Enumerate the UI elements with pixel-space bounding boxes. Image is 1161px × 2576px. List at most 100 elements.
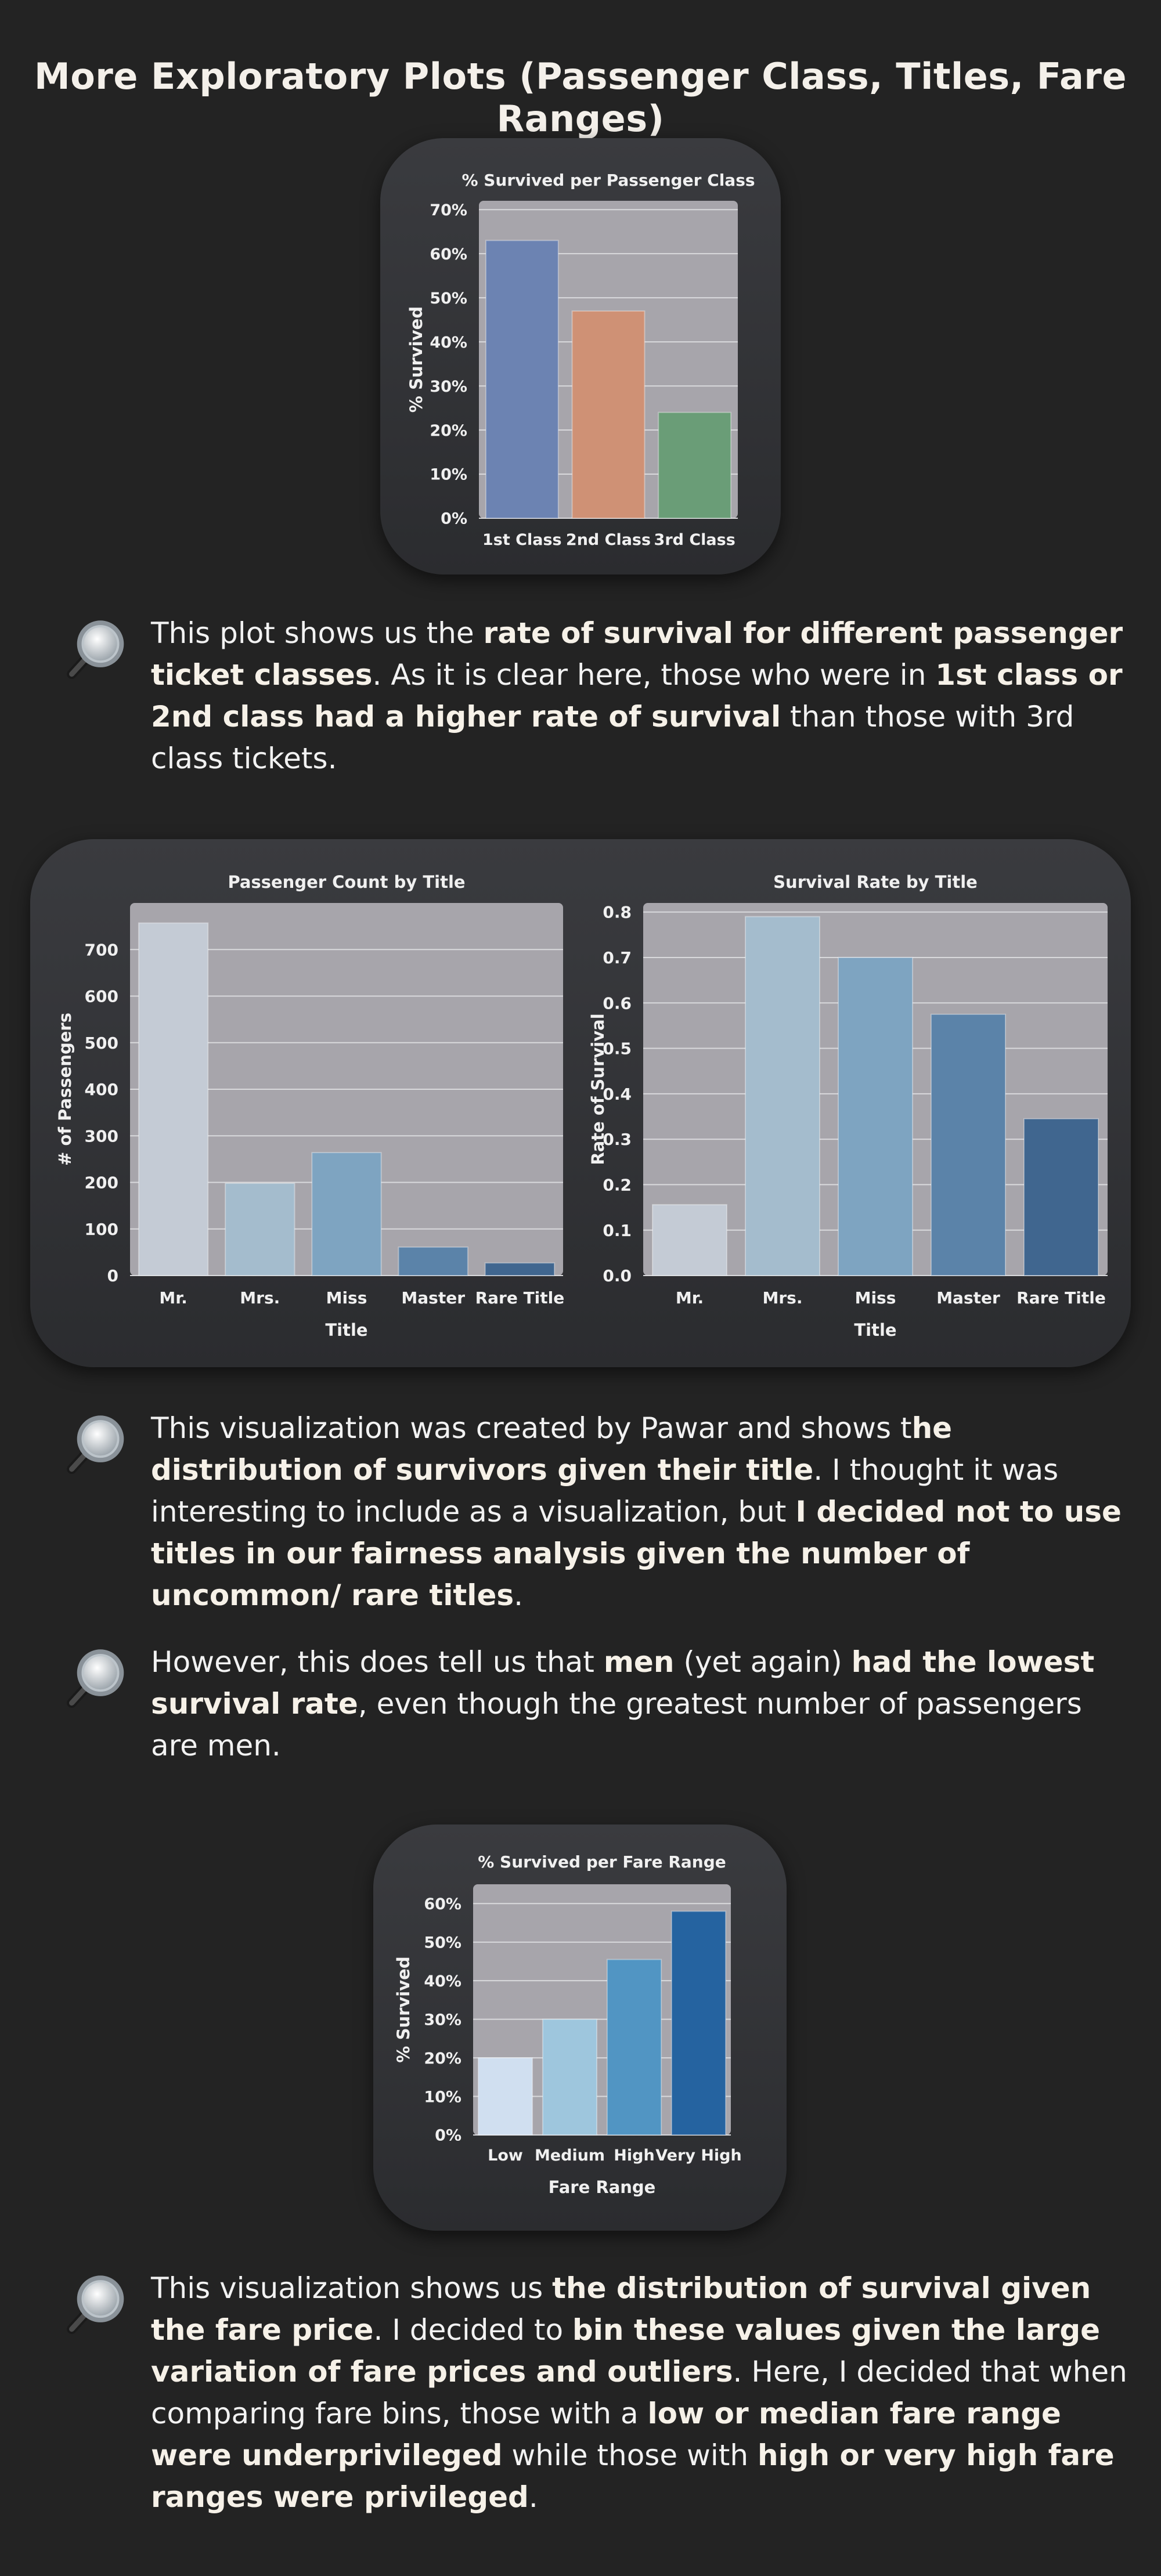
bar-master [931, 1013, 1006, 1276]
x-tick-label: Mrs. [763, 1288, 803, 1307]
chart-card-fare-range: % Survived per Fare Range 0% 10% 20% 30% 40% 5… [373, 1824, 787, 2231]
note-segment: . As it is clear here, those who were in [372, 658, 936, 692]
bar-miss [311, 1152, 382, 1277]
note-segment: However, this does tell us that [151, 1645, 604, 1679]
y-tick-label: 40% [424, 1972, 461, 1990]
y-tick-label: 60% [430, 245, 467, 263]
bar-2nd-class [571, 310, 646, 519]
magnifying-glass-icon [67, 620, 124, 680]
bar-1st-class [485, 240, 559, 519]
note-segment: (yet again) [674, 1645, 852, 1679]
y-tick-label: 0.2 [603, 1175, 632, 1194]
note-segment: . I thought it was interesting to includ… [151, 1453, 1059, 1529]
x-tick-label: Mr. [676, 1288, 704, 1307]
x-tick-label: Mrs. [240, 1288, 280, 1307]
y-tick-label: 0% [441, 510, 467, 528]
note-men: However, this does tell us that men (yet… [55, 1641, 1129, 1769]
chart-survival-by-fare-range: % Survived per Fare Range 0% 10% 20% 30% 40% 5… [394, 1852, 742, 2197]
x-tick-label: Low [488, 2147, 523, 2165]
x-axis-label: Title [854, 1320, 896, 1340]
x-tick-label: 1st Class [482, 531, 562, 549]
note-text: This plot shows us the rate of survival … [151, 612, 1138, 779]
note-segment: This plot shows us the [151, 616, 484, 650]
y-axis-label: % Survived [394, 1956, 413, 2062]
y-tick-label: 0.1 [603, 1221, 632, 1240]
x-axis-label: Fare Range [549, 2177, 656, 2197]
y-tick-label: 0 [107, 1266, 118, 1285]
magnifying-glass-icon [67, 2275, 124, 2335]
y-axis-label: % Survived [406, 306, 426, 413]
bar-rare-title [484, 1262, 556, 1277]
y-tick-label: 60% [424, 1895, 461, 1913]
y-tick-label: 0.8 [603, 903, 632, 922]
chart-title: % Survived per Fare Range [478, 1852, 726, 1872]
note-bold-segment: rate of survival for different passenger… [151, 616, 1123, 692]
note-segment: This visualization shows us [151, 2271, 553, 2305]
page-title: More Exploratory Plots (Passenger Class,… [34, 55, 1127, 140]
note-segment: . I decided to [373, 2313, 572, 2347]
magnifying-glass-icon [67, 1649, 124, 1708]
y-tick-label: 0% [435, 2127, 461, 2145]
note-bold-segment: 1st class or 2nd class had a higher rate… [151, 658, 1123, 734]
y-tick-label: 500 [85, 1034, 118, 1053]
bar-master [398, 1247, 468, 1276]
y-tick-label: 10% [430, 466, 467, 484]
y-tick-label: 0.6 [603, 993, 632, 1013]
note-bold-segment: I decided not to use titles in our fairn… [151, 1495, 1122, 1612]
x-tick-label: 2nd Class [566, 531, 651, 549]
note-text: This visualization shows us the distribu… [151, 2267, 1138, 2518]
y-tick-label: 300 [85, 1126, 118, 1146]
y-tick-label: 20% [424, 2050, 461, 2068]
y-tick-label: 0.3 [603, 1130, 632, 1149]
bar-low [477, 2057, 533, 2136]
note-text: However, this does tell us that men (yet… [151, 1641, 1138, 1766]
y-tick-label: 100 [85, 1220, 118, 1239]
chart-card-titles: Passenger Count by Title 0 100 200 300 400 500… [30, 839, 1131, 1367]
note-segment: , even though the greatest number of pas… [151, 1687, 1082, 1762]
x-tick-label: 3rd Class [654, 531, 735, 549]
x-tick-label: Miss [855, 1288, 896, 1307]
note-bold-segment: men [603, 1645, 675, 1679]
x-tick-label: High [614, 2147, 654, 2165]
note-bold-segment: bin these values given the large variati… [151, 2313, 1101, 2389]
bar-very-high [670, 1910, 727, 2136]
bar-rare-title [1023, 1118, 1099, 1276]
note-segment: . [514, 1578, 524, 1612]
plot-area [473, 1884, 731, 2135]
note-segment: while those with [502, 2438, 758, 2472]
note-bold-segment: the distribution of survival given the f… [151, 2271, 1091, 2347]
y-tick-label: 30% [424, 2011, 461, 2029]
note-segment: than those with 3rd class tickets. [151, 700, 1075, 775]
x-tick-label: Very High [655, 2147, 741, 2165]
note-segment: . Here, I decided that when comparing fa… [151, 2355, 1127, 2430]
y-tick-label: 10% [424, 2088, 461, 2106]
chart-title: Passenger Count by Title [228, 872, 465, 892]
y-tick-label: 0.0 [603, 1266, 632, 1285]
y-tick-label: 700 [85, 940, 118, 959]
y-tick-label: 600 [85, 987, 118, 1006]
x-tick-label: Mr. [159, 1288, 187, 1307]
x-tick-label: Rare Title [1016, 1288, 1106, 1307]
x-tick-label: Rare Title [475, 1288, 565, 1307]
y-axis-label: Rate of Survival [588, 1013, 608, 1165]
bar-mrs [745, 916, 820, 1277]
x-tick-label: Master [936, 1288, 1000, 1307]
y-tick-label: 50% [424, 1934, 461, 1952]
y-tick-label: 0.7 [603, 948, 632, 967]
note-bold-segment: low or median fare range were underprivi… [151, 2397, 1061, 2472]
note-passenger-class: This plot shows us the rate of survival … [55, 612, 1129, 786]
bar-mr [138, 922, 209, 1276]
bar-miss [838, 956, 913, 1276]
bar-medium [542, 2018, 598, 2136]
y-tick-label: 70% [430, 201, 467, 219]
y-tick-label: 0.4 [603, 1085, 632, 1104]
y-tick-label: 400 [85, 1080, 118, 1099]
chart-survival-by-class: % Survived per Passenger Class 0% 10% 20% 30… [406, 171, 755, 549]
note-segment: This visualization was created by Pawar … [151, 1411, 912, 1445]
bar-high [606, 1959, 662, 2136]
bar-mr [652, 1204, 727, 1276]
y-tick-label: 20% [430, 422, 467, 440]
chart-title: % Survived per Passenger Class [461, 171, 755, 190]
note-bold-segment: had the lowest survival rate [151, 1645, 1095, 1721]
x-axis-label: Title [325, 1320, 367, 1340]
